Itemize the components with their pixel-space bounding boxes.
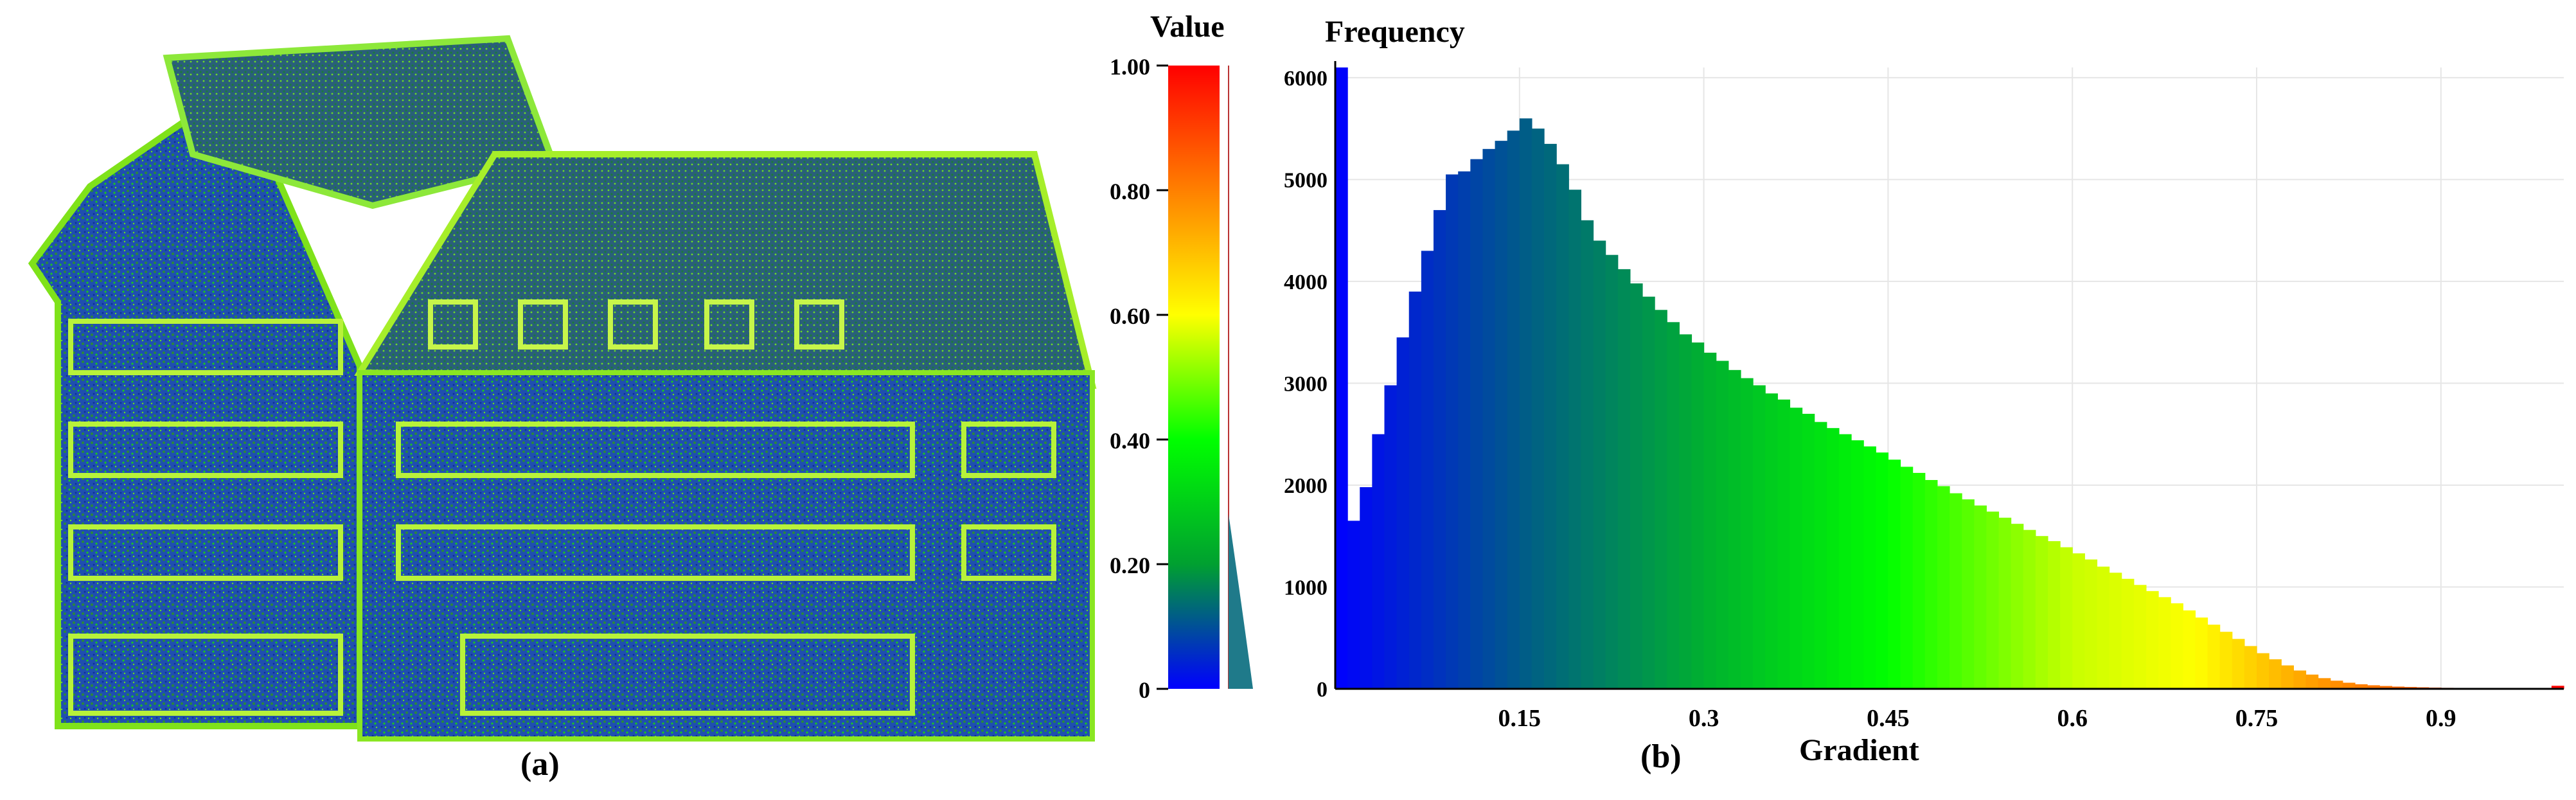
histogram-bar: [1863, 447, 1876, 689]
histogram-bar: [1642, 297, 1655, 689]
histogram-bar: [2220, 632, 2233, 689]
histogram-bar: [1901, 467, 1914, 689]
histogram-bar: [2318, 678, 2331, 689]
histogram-bar: [2122, 579, 2135, 689]
histogram-bar: [1765, 393, 1778, 689]
histogram-bar: [1397, 337, 1410, 689]
histogram-bar: [2023, 530, 2036, 689]
histogram-bar: [1691, 342, 1704, 689]
histogram-bar: [2146, 591, 2159, 689]
histogram-bar: [2134, 585, 2147, 689]
histogram-bar: [1925, 480, 1938, 689]
y-tick-label: 5000: [1284, 168, 1328, 192]
y-tick-label: 3000: [1284, 372, 1328, 396]
histogram-bar: [1458, 172, 1471, 689]
histogram-bar: [1753, 386, 1766, 689]
histogram-bar: [1986, 511, 1999, 689]
histogram-bar: [1962, 499, 1975, 689]
histogram-bar: [2011, 524, 2024, 689]
histogram-bar: [2084, 560, 2097, 689]
histogram-bar: [1470, 159, 1483, 689]
histogram-bar: [1532, 129, 1545, 689]
y-tick-label: 6000: [1284, 67, 1328, 91]
x-tick-labels: 0.15 0.3 0.45 0.6 0.75 0.9: [1498, 705, 2456, 732]
histogram-bar: [2232, 639, 2245, 689]
histogram-bar: [1372, 434, 1385, 689]
histogram-bar: [1581, 220, 1594, 689]
histogram-bar: [1556, 164, 1569, 689]
histogram-bar: [1777, 400, 1790, 689]
histogram-bar: [2072, 553, 2085, 689]
histogram-bar: [1409, 292, 1422, 689]
histogram-bar: [1347, 520, 1360, 689]
histogram-bar: [1507, 130, 1520, 689]
histogram-bar: [1360, 487, 1372, 689]
histogram-bar: [1618, 269, 1631, 689]
histogram-bar: [2097, 567, 2110, 689]
histogram-bar: [1790, 407, 1802, 689]
histogram-bar: [1974, 506, 1987, 689]
histogram-bar: [1704, 353, 1717, 689]
histogram-bar: [1520, 118, 1532, 689]
histogram-bar: [1876, 452, 1888, 689]
x-tick-label: 0.3: [1689, 705, 1719, 732]
histogram-bar: [1606, 255, 1619, 689]
histogram-bar: [2195, 618, 2208, 689]
histogram-bar: [2171, 603, 2183, 689]
y-tick-label: 0: [1317, 678, 1328, 702]
histogram-bar: [1434, 210, 1446, 689]
histogram-bars: [1335, 67, 2564, 689]
histogram-bar: [1568, 190, 1581, 689]
histogram-bar: [1937, 486, 1950, 689]
histogram-bar: [2281, 666, 2294, 689]
histogram-bar: [1630, 283, 1643, 689]
histogram-bar: [1384, 386, 1397, 689]
histogram-bar: [1446, 174, 1459, 689]
histogram-bar: [2293, 670, 2306, 689]
histogram-bar: [1655, 310, 1667, 689]
y-tick-label: 4000: [1284, 271, 1328, 294]
histogram-bar: [2305, 675, 2318, 689]
histogram-bar: [1827, 428, 1840, 689]
histogram-bar: [2257, 653, 2270, 689]
histogram-bar: [1998, 518, 2011, 689]
histogram-bar: [2269, 659, 2282, 689]
x-tick-label: 0.45: [1867, 705, 1910, 732]
histogram-bar: [2208, 625, 2221, 689]
x-tick-label: 0.6: [2057, 705, 2088, 732]
histogram-bar: [1839, 434, 1852, 689]
y-tick-labels: 0 1000 2000 3000 4000 5000 6000: [1284, 67, 1328, 702]
y-tick-label: 1000: [1284, 576, 1328, 600]
histogram-bar: [2244, 646, 2257, 689]
histogram-bar: [1716, 361, 1729, 689]
histogram-bar: [2036, 536, 2048, 689]
histogram-bar: [2158, 597, 2171, 689]
histogram-bar: [1888, 459, 1901, 689]
histogram-bar: [1544, 144, 1557, 689]
histogram-bar: [1335, 67, 1348, 689]
histogram-bar: [2060, 547, 2073, 689]
histogram-bar: [1913, 473, 1926, 689]
histogram-bar: [1482, 149, 1495, 689]
histogram-bar: [1495, 141, 1508, 689]
histogram-bar: [1667, 322, 1680, 689]
histogram-bar: [1421, 251, 1434, 689]
histogram-bar: [1802, 414, 1815, 689]
histogram-bar: [1815, 422, 1827, 689]
histogram-bar: [1679, 334, 1692, 689]
histogram-bar: [1594, 240, 1606, 689]
histogram-bar: [1728, 370, 1741, 689]
histogram-bar: [1851, 440, 1864, 689]
x-tick-label: 0.9: [2426, 705, 2456, 732]
histogram-bar: [1741, 378, 1754, 689]
y-tick-label: 2000: [1284, 474, 1328, 498]
histogram-bar: [2331, 680, 2343, 689]
histogram-bar: [1950, 493, 1962, 689]
histogram-bar: [2110, 573, 2122, 689]
histogram-bar: [2048, 541, 2061, 689]
x-tick-label: 0.15: [1498, 705, 1541, 732]
histogram-bar: [2183, 610, 2196, 689]
x-tick-label: 0.75: [2235, 705, 2278, 732]
